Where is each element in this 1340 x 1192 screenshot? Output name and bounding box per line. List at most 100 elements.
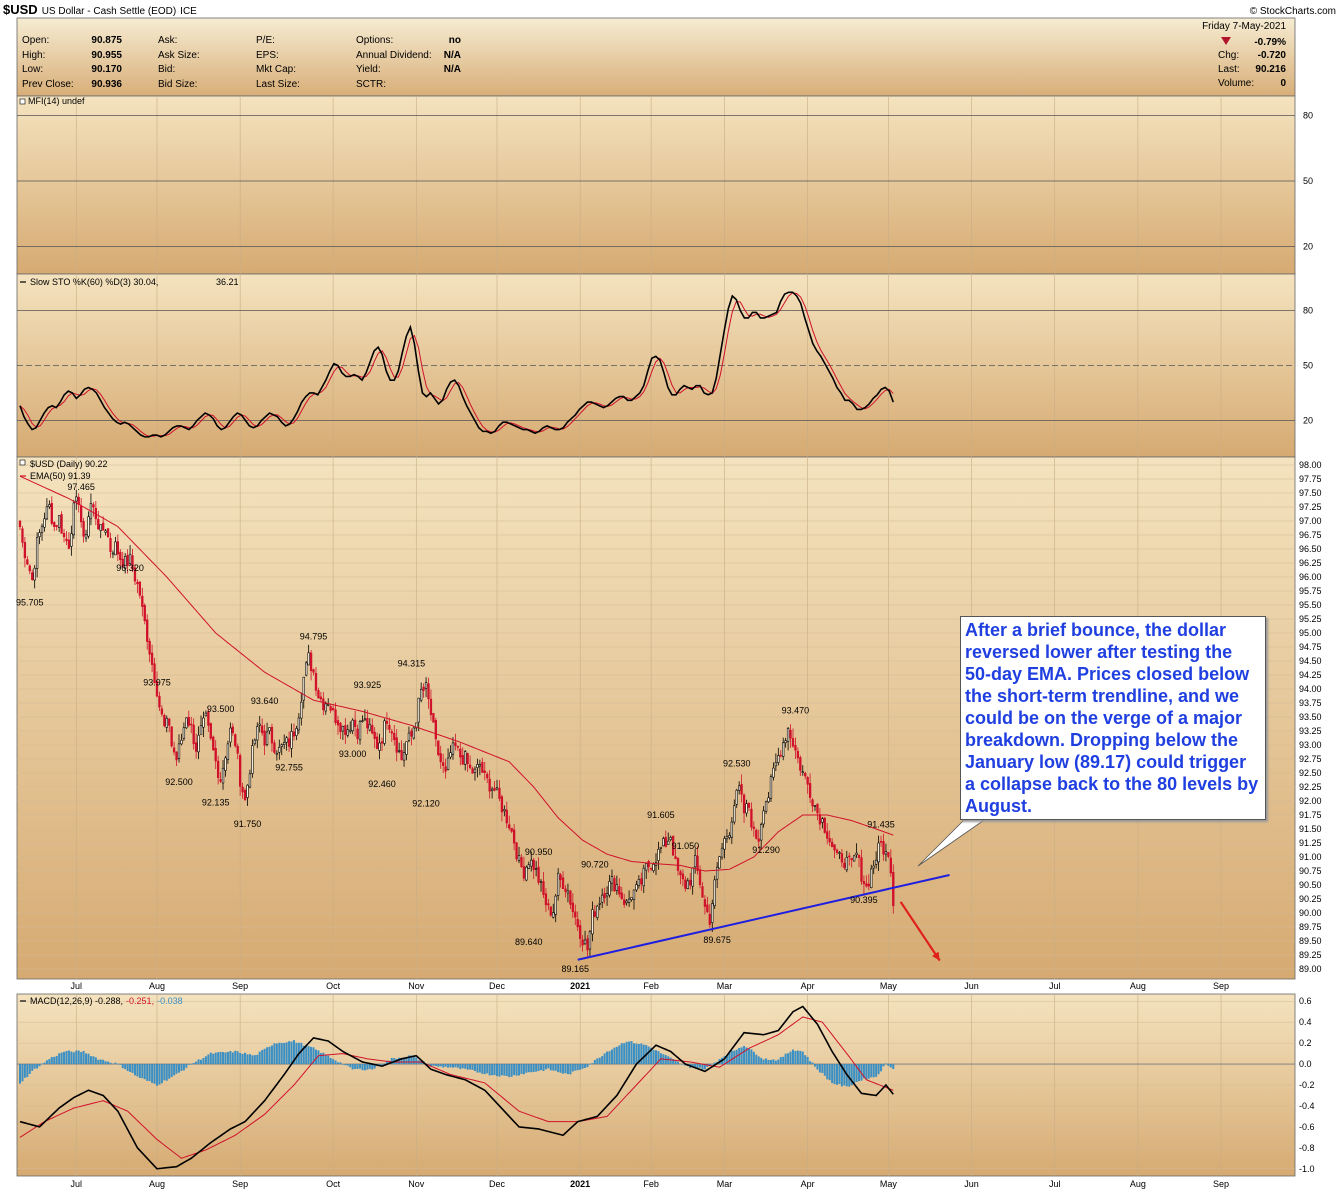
candle-body: [87, 516, 90, 537]
candle-body: [246, 784, 249, 798]
candle-body: [777, 755, 780, 763]
macd-histogram-bar: [292, 1040, 295, 1065]
candle-body: [451, 742, 455, 755]
candle-body: [769, 776, 773, 799]
price-panel: 97.465 96.320 95.705 93.975 92.500 93.500 92.1…: [16, 459, 992, 974]
candle-body: [216, 760, 220, 778]
price-label: 93.925: [354, 680, 382, 690]
macd-histogram-bar: [623, 1043, 626, 1065]
candle-body: [314, 672, 318, 691]
price-tick-label: 95.00: [1299, 628, 1322, 638]
candle-body: [838, 852, 841, 854]
candle-body: [324, 703, 327, 712]
macd-histogram-bar: [603, 1053, 606, 1065]
month-tick-label: 2021: [570, 1179, 590, 1189]
price-tick-label: 91.25: [1299, 838, 1322, 848]
candle-body: [317, 690, 320, 699]
price-tick-label: 92.25: [1299, 782, 1322, 792]
macd-histogram-bar: [290, 1041, 293, 1065]
field-label: Annual Dividend:: [356, 50, 432, 61]
macd-tick-label: -0.2: [1299, 1080, 1315, 1090]
macd-histogram-bar: [182, 1064, 185, 1071]
month-tick-label: Aug: [1130, 1179, 1146, 1189]
sto-tick-label: 20: [1303, 415, 1313, 425]
price-label: 92.530: [723, 758, 751, 768]
candle-body: [410, 730, 413, 737]
month-tick-label: Aug: [149, 1179, 165, 1189]
candle-body: [615, 884, 619, 891]
macd-histogram-bar: [613, 1047, 616, 1065]
macd-histogram-bar: [826, 1064, 829, 1080]
macd-histogram-bar: [657, 1051, 660, 1065]
candle-body: [280, 744, 283, 747]
macd-histogram-bar: [615, 1046, 618, 1065]
price-label: 93.500: [207, 704, 235, 714]
macd-line: [19, 1005, 894, 1170]
macd-histogram-bar: [760, 1057, 763, 1065]
candle-body: [253, 739, 256, 745]
macd-histogram-bar: [610, 1049, 613, 1065]
price-tick-label: 94.75: [1299, 642, 1322, 652]
price-label: 90.950: [525, 847, 553, 857]
candle-body: [60, 514, 63, 534]
candle-body: [674, 856, 677, 860]
field-label: Chg:: [1218, 50, 1239, 61]
candle-body: [415, 722, 418, 729]
candle-body: [547, 903, 550, 906]
arrow-head-icon: [932, 951, 940, 961]
candle-body: [199, 725, 203, 735]
candle-body: [92, 504, 95, 508]
candle-body: [182, 727, 186, 739]
mfi-legend: MFI(14) undef: [28, 96, 85, 106]
macd-histogram-bar: [677, 1061, 680, 1065]
macd-histogram-bar: [791, 1049, 794, 1065]
field-label: Prev Close:: [22, 79, 74, 90]
candle-body: [150, 652, 154, 665]
macd-histogram-bar: [87, 1053, 90, 1065]
candle-body: [596, 905, 599, 918]
macd-histogram-bar: [642, 1044, 645, 1065]
change-percent: -0.79%: [1254, 37, 1286, 48]
price-tick-label: 94.00: [1299, 684, 1322, 694]
month-tick-label: Jun: [964, 981, 979, 991]
chart-title: $USD US Dollar - Cash Settle (EOD) ICE: [3, 2, 197, 17]
candle-body: [393, 732, 396, 740]
ema-legend: EMA(50) 91.39: [30, 471, 91, 481]
candle-body: [887, 852, 890, 857]
candle-body: [197, 734, 200, 753]
candle-body: [542, 881, 545, 895]
candle-body: [402, 752, 406, 761]
candle-body: [158, 695, 161, 708]
macd-histogram-bar: [244, 1052, 247, 1065]
candle-body: [446, 757, 450, 770]
candle-body: [55, 525, 58, 527]
candle-body: [549, 906, 552, 916]
candle-body: [576, 918, 579, 928]
candle-body: [818, 814, 822, 825]
candle-body: [194, 742, 198, 752]
macd-histogram-bar: [547, 1064, 550, 1069]
price-tick-label: 92.50: [1299, 768, 1322, 778]
macd-histogram-bar: [334, 1060, 337, 1065]
macd-histogram-bar: [19, 1064, 21, 1084]
candle-body: [331, 708, 335, 710]
macd-histogram-bar: [765, 1058, 768, 1065]
macd-histogram-bar: [231, 1052, 234, 1065]
macd-histogram-bar: [882, 1064, 885, 1067]
price-tick-label: 93.75: [1299, 698, 1322, 708]
macd-histogram-bar: [415, 1057, 418, 1065]
candle-body: [75, 496, 78, 502]
candle-body: [35, 537, 39, 569]
macd-histogram-bar: [31, 1064, 34, 1071]
candle-body: [175, 751, 178, 761]
macd-histogram-bar: [92, 1056, 95, 1065]
macd-histogram-bar: [270, 1045, 273, 1065]
candle-body: [764, 801, 768, 812]
macd-histogram-bar: [740, 1047, 743, 1065]
macd-histogram-bar: [601, 1056, 604, 1065]
macd-histogram-bar: [853, 1064, 856, 1084]
macd-histogram-bar: [97, 1059, 100, 1065]
candle-body: [424, 682, 428, 689]
candle-body: [275, 752, 279, 755]
